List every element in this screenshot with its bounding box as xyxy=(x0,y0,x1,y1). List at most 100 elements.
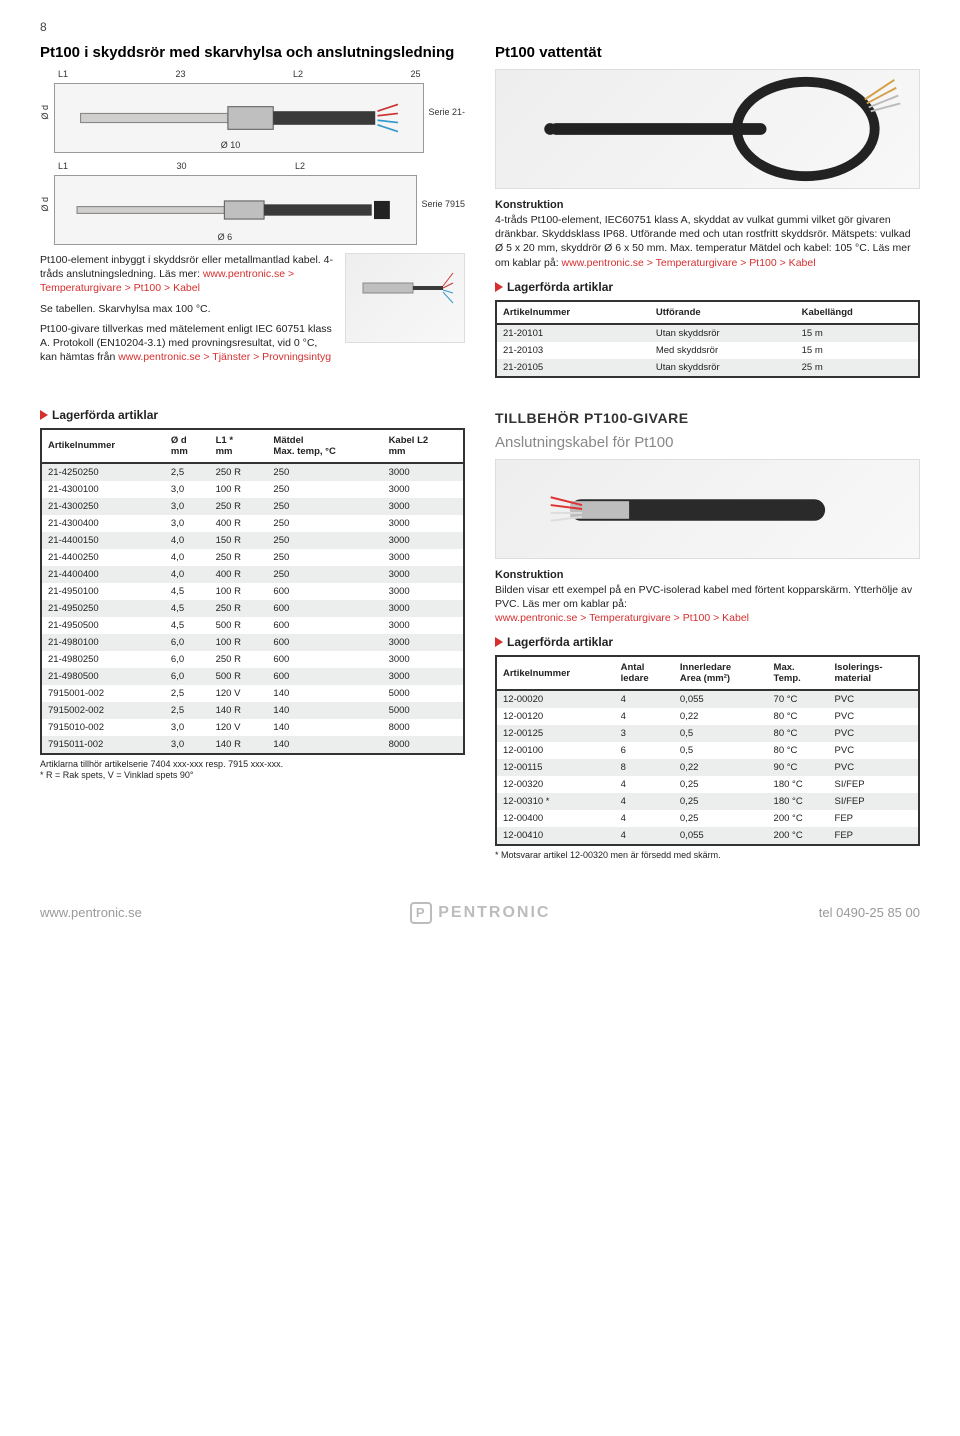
table-header: Ø dmm xyxy=(165,429,210,463)
table-cell: 4 xyxy=(615,793,674,810)
table-cell: 3000 xyxy=(383,617,464,634)
table-cell: 21-4300250 xyxy=(41,498,165,515)
accessory-title: TILLBEHÖR PT100-GIVARE xyxy=(495,410,920,426)
diag1-serie: Serie 21- xyxy=(428,107,465,117)
table-cell: 120 V xyxy=(210,685,268,702)
table-cell: 140 R xyxy=(210,736,268,754)
table-cell: 7915001-002 xyxy=(41,685,165,702)
table-row: 21-49502504,5250 R6003000 xyxy=(41,600,464,617)
table-cell: 4 xyxy=(615,690,674,708)
right-title: Pt100 vattentät xyxy=(495,44,920,61)
table-cell: 21-4950500 xyxy=(41,617,165,634)
table-row: 12-0012530,580 °CPVC xyxy=(496,725,919,742)
right-product-image xyxy=(495,69,920,189)
bottom-right-column: TILLBEHÖR PT100-GIVARE Anslutningskabel … xyxy=(495,398,920,862)
table-cell: 3000 xyxy=(383,583,464,600)
table-cell: 150 R xyxy=(210,532,268,549)
diag1-25: 25 xyxy=(410,69,420,79)
table-cell: 120 V xyxy=(210,719,268,736)
table-cell: 21-20105 xyxy=(496,359,650,377)
table-header: Utförande xyxy=(650,301,796,324)
table-cell: 0,22 xyxy=(674,759,768,776)
table-cell: 600 xyxy=(267,617,382,634)
table-cell: 600 xyxy=(267,600,382,617)
acc-kon-text: Bilden visar ett exempel på en PVC-isole… xyxy=(495,584,912,610)
table-cell: 8 xyxy=(615,759,674,776)
right-lager-text: Lagerförda artiklar xyxy=(507,280,613,294)
table-cell: 21-20103 xyxy=(496,342,650,359)
footer-url[interactable]: www.pentronic.se xyxy=(40,905,142,920)
triangle-icon xyxy=(40,410,48,420)
table-cell: 4,0 xyxy=(165,549,210,566)
table-cell: 3000 xyxy=(383,481,464,498)
table-row: 12-0002040,05570 °CPVC xyxy=(496,690,919,708)
table-cell: 21-4400150 xyxy=(41,532,165,549)
right-table2-footnote: * Motsvarar artikel 12-00320 men är förs… xyxy=(495,850,920,862)
right-kon-link[interactable]: www.pentronic.se > Temperaturgivare > Pt… xyxy=(562,257,816,269)
table-cell: 250 xyxy=(267,515,382,532)
diag2-l1: L1 xyxy=(58,161,68,171)
table-row: 12-0041040,055200 °CFEP xyxy=(496,827,919,845)
table-cell: FEP xyxy=(829,827,919,845)
table-cell: 250 xyxy=(267,498,382,515)
table-cell: 2,5 xyxy=(165,685,210,702)
table-cell: 500 R xyxy=(210,617,268,634)
table-cell: 3000 xyxy=(383,600,464,617)
table-cell: FEP xyxy=(829,810,919,827)
table-cell: 2,5 xyxy=(165,463,210,481)
table-cell: 0,5 xyxy=(674,742,768,759)
diagram1: Ø 10 xyxy=(54,83,424,153)
table-cell: 140 xyxy=(267,702,382,719)
table-cell: 100 R xyxy=(210,481,268,498)
right-column: Pt100 vattentät Konstruktion 4-tråds Pt1… xyxy=(495,44,920,378)
table-row: 21-20101Utan skyddsrör15 m xyxy=(496,324,919,342)
table-row: 12-00310 *40,25180 °CSI/FEP xyxy=(496,793,919,810)
diag1-l1: L1 xyxy=(58,69,68,79)
table-row: 12-0010060,580 °CPVC xyxy=(496,742,919,759)
table-header: Artikelnummer xyxy=(41,429,165,463)
table-cell: 3000 xyxy=(383,498,464,515)
table-cell: 250 xyxy=(267,549,382,566)
table-cell: 4 xyxy=(615,776,674,793)
table-cell: 8000 xyxy=(383,736,464,754)
table-cell: 500 R xyxy=(210,668,268,685)
table-cell: 15 m xyxy=(796,342,919,359)
table-cell: PVC xyxy=(829,690,919,708)
table-cell: 400 R xyxy=(210,515,268,532)
table-cell: 12-00410 xyxy=(496,827,615,845)
right-kon-body: 4-tråds Pt100-element, IEC60751 klass A,… xyxy=(495,213,920,270)
acc-kon-header: Konstruktion xyxy=(495,569,920,581)
acc-kon-link[interactable]: www.pentronic.se > Temperaturgivare > Pt… xyxy=(495,612,749,624)
table-row: 7915010-0023,0120 V1408000 xyxy=(41,719,464,736)
table-cell: 6 xyxy=(615,742,674,759)
footer-tel: tel 0490-25 85 00 xyxy=(819,905,920,920)
table-cell: PVC xyxy=(829,725,919,742)
table-cell: 3,0 xyxy=(165,481,210,498)
right-kon-header: Konstruktion xyxy=(495,199,920,211)
table-cell: 180 °C xyxy=(768,793,829,810)
table-cell: 600 xyxy=(267,651,382,668)
table-cell: 7915002-002 xyxy=(41,702,165,719)
table-header: Kabellängd xyxy=(796,301,919,324)
table-cell: 80 °C xyxy=(768,725,829,742)
left-para3-link[interactable]: www.pentronic.se > Tjänster > Provningsi… xyxy=(118,351,331,363)
left-lager-head: Lagerförda artiklar xyxy=(40,408,465,422)
diagram2-top-labels: L1 30 L2 xyxy=(54,161,417,171)
logo-mark-icon: P xyxy=(410,902,432,924)
table-cell: 12-00400 xyxy=(496,810,615,827)
table-row: 21-42502502,5250 R2503000 xyxy=(41,463,464,481)
table-cell: 6,0 xyxy=(165,651,210,668)
table-cell: 8000 xyxy=(383,719,464,736)
table-row: 21-49505004,5500 R6003000 xyxy=(41,617,464,634)
table-cell: 21-4400250 xyxy=(41,549,165,566)
left-table-footnote: Artiklarna tillhör artikelserie 7404 xxx… xyxy=(40,759,465,782)
table-row: 21-44002504,0250 R2503000 xyxy=(41,549,464,566)
table-cell: 6,0 xyxy=(165,634,210,651)
right-lager2-text: Lagerförda artiklar xyxy=(507,635,613,649)
table-row: 21-49801006,0100 R6003000 xyxy=(41,634,464,651)
table-cell: 80 °C xyxy=(768,708,829,725)
table-cell: 4 xyxy=(615,810,674,827)
diagram2-od: Ø d xyxy=(40,197,50,212)
table-cell: 250 R xyxy=(210,463,268,481)
table-cell: 15 m xyxy=(796,324,919,342)
